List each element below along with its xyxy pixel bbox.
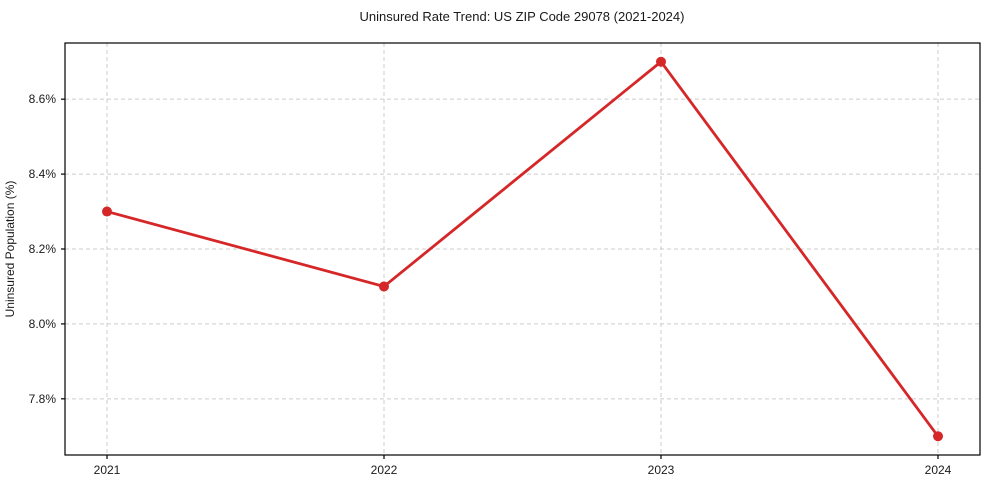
data-point-marker — [656, 56, 666, 67]
trend-line — [105, 60, 940, 438]
data-point-marker — [933, 431, 943, 442]
x-tick-label: 2021 — [94, 463, 121, 477]
y-tick-label: 8.6% — [29, 92, 57, 106]
x-tick-label: 2022 — [371, 463, 398, 477]
y-tick-label: 7.8% — [29, 392, 57, 406]
data-point-marker — [379, 281, 389, 292]
y-tick-label: 8.4% — [29, 167, 57, 181]
plot-area: 7.8% 8.0% 8.2% 8.4% 8.6% 2021 2022 2023 2024 — [29, 42, 981, 477]
x-tick-label: 2024 — [925, 463, 952, 477]
y-tick-label: 8.0% — [29, 317, 57, 331]
data-point-marker — [102, 206, 112, 217]
chart-title: Uninsured Rate Trend: US ZIP Code 29078 … — [360, 9, 685, 24]
x-tick-label: 2023 — [648, 463, 675, 477]
y-tick-label: 8.2% — [29, 242, 57, 256]
y-axis-label: Uninsured Population (%) — [3, 181, 17, 318]
